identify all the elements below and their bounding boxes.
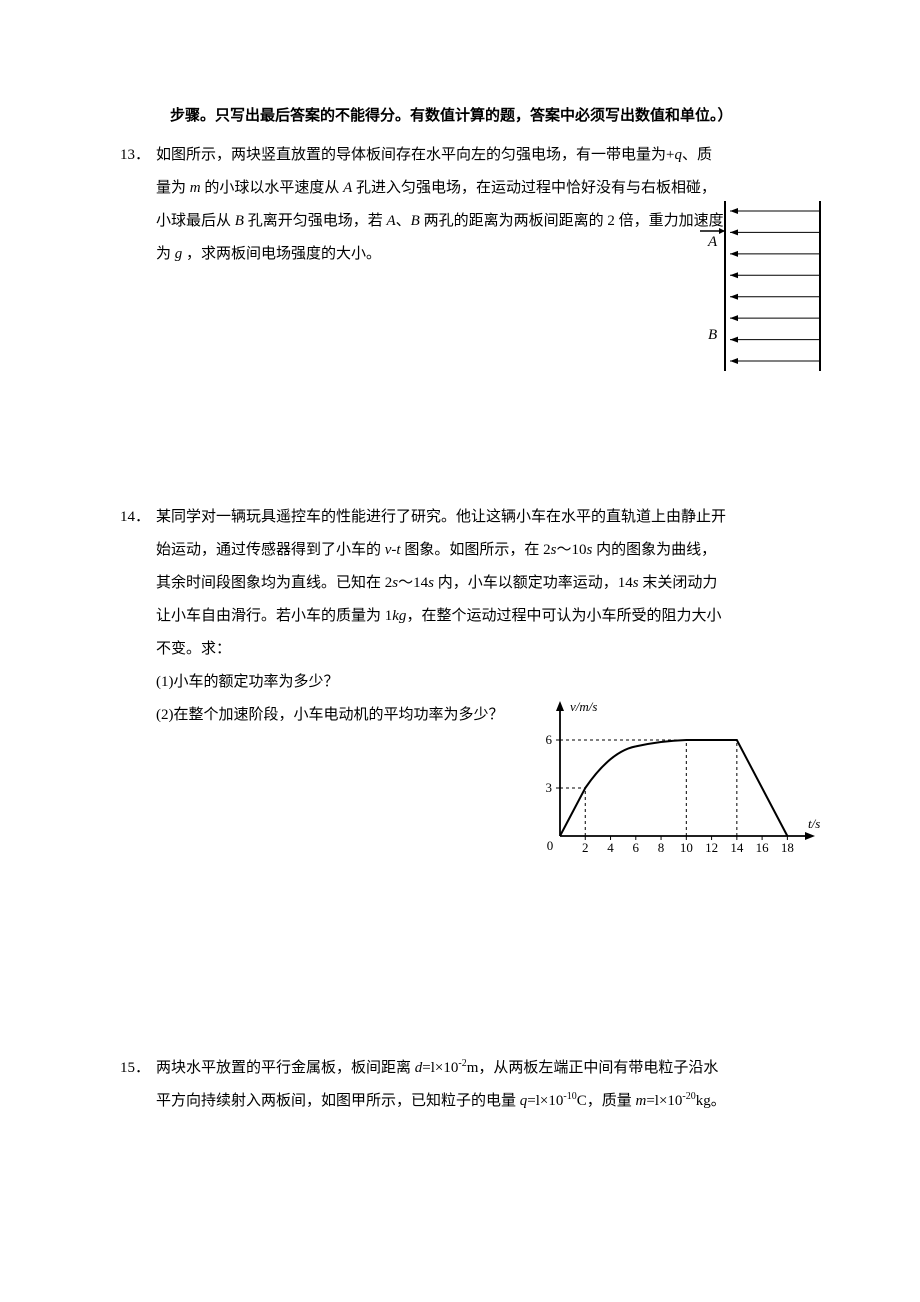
fig13-label-A: A <box>707 234 718 250</box>
instruction-text: 步骤。只写出最后答案的不能得分。有数值计算的题，答案中必须写出数值和单位。） <box>170 100 810 133</box>
q14-text: 某同学对一辆玩具遥控车的性能进行了研究。他让这辆小车在水平的直轨道上由静止开 <box>156 509 726 525</box>
var-B: B <box>235 213 244 229</box>
q14-text: 不变。求： <box>156 641 231 657</box>
q15-exp: -20 <box>682 1091 695 1102</box>
svg-text:t/s: t/s <box>808 816 820 831</box>
var-A: A <box>386 213 395 229</box>
q14-text: 图象。如图所示，在 2 <box>401 542 551 558</box>
q15-eq: =l×10 <box>422 1060 458 1076</box>
svg-text:18: 18 <box>781 840 794 855</box>
q13-text: 孔进入匀强电场，在运动过程中恰好没有与右板相碰， <box>352 180 716 196</box>
svg-text:8: 8 <box>658 840 665 855</box>
q13-text: ，求两板间电场强度的大小。 <box>182 246 381 262</box>
fig13-label-B: B <box>708 327 717 343</box>
q14-text: 内，小车以额定功率运动，14 <box>434 575 633 591</box>
problem-15-number: 15． <box>120 1052 150 1085</box>
q14-text: 内的图象为曲线， <box>592 542 716 558</box>
svg-text:4: 4 <box>607 840 614 855</box>
q15-exp: -2 <box>458 1058 466 1069</box>
svg-text:v/m/s: v/m/s <box>570 699 597 714</box>
svg-text:10: 10 <box>680 840 693 855</box>
q15-text: ，质量 <box>587 1093 636 1109</box>
q13-text: 两孔的距离为两板间距离的 2 倍，重力加速度 <box>420 213 724 229</box>
q13-text: 孔离开匀强电场，若 <box>244 213 387 229</box>
var-m: m <box>635 1093 646 1109</box>
problem-15-body: 两块水平放置的平行金属板，板间距离 d=l×10-2m，从两板左端正中间有带电粒… <box>156 1052 810 1118</box>
q15-eq: =l×10 <box>646 1093 682 1109</box>
svg-text:0: 0 <box>547 838 554 853</box>
q14-text: 始运动，通过传感器得到了小车的 <box>156 542 385 558</box>
q15-unit: kg <box>696 1093 711 1109</box>
q13-text: 为 <box>156 246 175 262</box>
var-A: A <box>343 180 352 196</box>
svg-text:6: 6 <box>546 732 553 747</box>
var-B: B <box>411 213 420 229</box>
q14-text: ～14 <box>398 575 428 591</box>
q13-text: 如图所示，两块竖直放置的导体板间存在水平向左的匀强电场，有一带电量为+ <box>156 147 674 163</box>
q13-text: 量为 <box>156 180 190 196</box>
problem-14: 14． 某同学对一辆玩具遥控车的性能进行了研究。他让这辆小车在水平的直轨道上由静… <box>120 501 810 732</box>
problem-13: 13． 如图所示，两块竖直放置的导体板间存在水平向左的匀强电场，有一带电量为+q… <box>120 139 810 271</box>
q14-text: ，在整个运动过程中可认为小车所受的阻力大小 <box>406 608 721 624</box>
q14-sub2: (2)在整个加速阶段，小车电动机的平均功率为多少？ <box>156 707 504 723</box>
q14-sub1: (1)小车的额定功率为多少？ <box>156 674 339 690</box>
svg-text:6: 6 <box>633 840 640 855</box>
problem-14-number: 14． <box>120 501 150 534</box>
var-m: m <box>190 180 201 196</box>
q15-unit: C <box>577 1093 587 1109</box>
q14-text: 其余时间段图象均为直线。已知在 2 <box>156 575 392 591</box>
problem-15: 15． 两块水平放置的平行金属板，板间距离 d=l×10-2m，从两板左端正中间… <box>120 1052 810 1118</box>
q15-text: 两块水平放置的平行金属板，板间距离 <box>156 1060 415 1076</box>
figure-14-vt-graph: v/m/s t/s 0 3 6 2 4 6 8 10 12 14 16 18 <box>520 696 820 866</box>
q15-text: 。 <box>711 1093 726 1109</box>
q15-exp: -10 <box>563 1091 576 1102</box>
var-vt: v-t <box>385 542 401 558</box>
svg-text:16: 16 <box>756 840 770 855</box>
q13-text: 小球最后从 <box>156 213 235 229</box>
q14-text: 末关闭动力 <box>639 575 718 591</box>
var-kg: kg <box>392 608 406 624</box>
svg-text:12: 12 <box>705 840 718 855</box>
q14-text: ～10 <box>556 542 586 558</box>
problem-13-number: 13． <box>120 139 150 172</box>
svg-text:3: 3 <box>546 780 553 795</box>
q15-unit: m <box>467 1060 479 1076</box>
q13-text: 的小球以水平速度从 <box>201 180 344 196</box>
var-q: q <box>674 147 682 163</box>
svg-text:2: 2 <box>582 840 589 855</box>
q13-text: 、质 <box>682 147 712 163</box>
q15-eq: =l×10 <box>527 1093 563 1109</box>
q15-text: ，从两板左端正中间有带电粒子沿水 <box>478 1060 718 1076</box>
q15-text: 平方向持续射入两板间，如图甲所示，已知粒子的电量 <box>156 1093 520 1109</box>
figure-13-capacitor: A B <box>690 201 830 371</box>
q14-text: 让小车自由滑行。若小车的质量为 1 <box>156 608 392 624</box>
q13-text: 、 <box>396 213 411 229</box>
svg-text:14: 14 <box>730 840 744 855</box>
